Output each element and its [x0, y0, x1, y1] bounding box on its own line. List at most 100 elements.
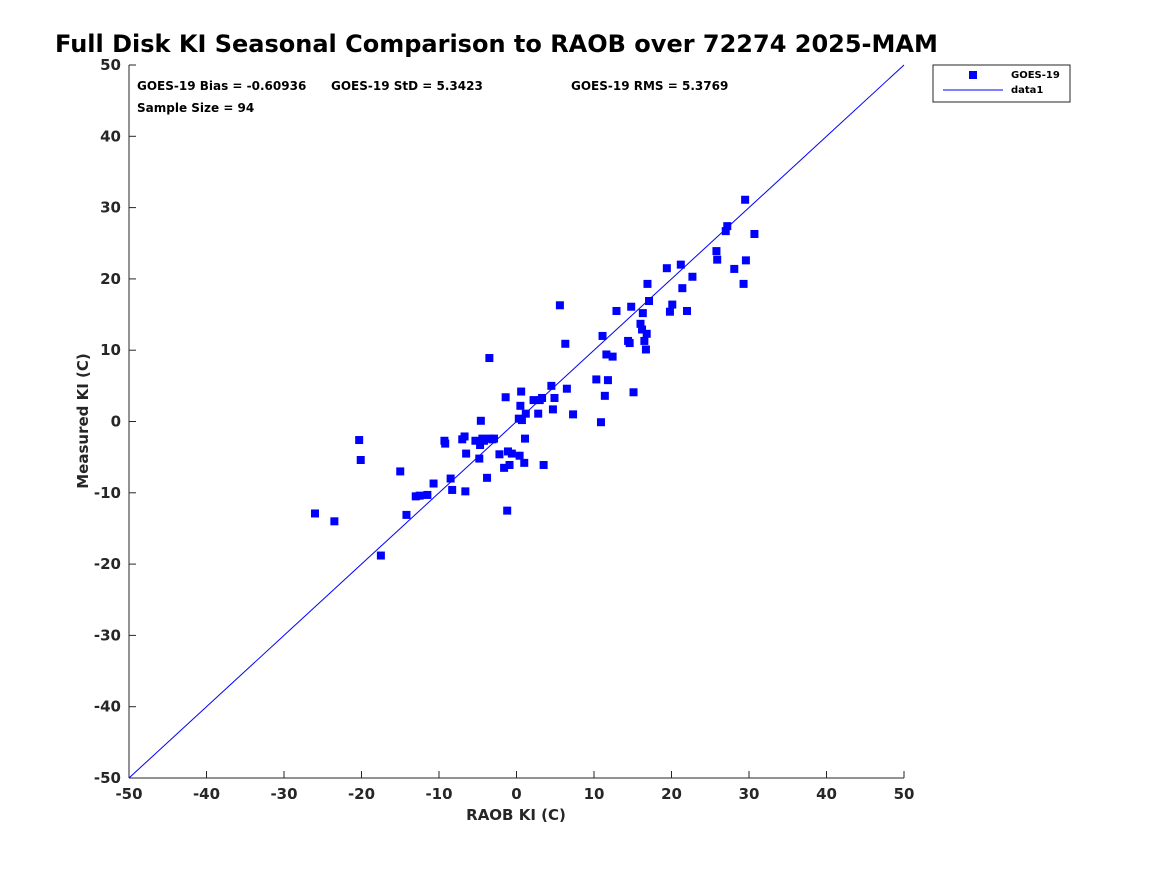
x-tick-label: 30 — [739, 785, 760, 803]
data-point — [739, 279, 748, 288]
data-point — [638, 325, 647, 334]
y-axis-label: Measured KI (C) — [74, 353, 92, 489]
y-tick-label: 10 — [100, 341, 121, 359]
data-point — [598, 331, 607, 340]
x-tick-label: 0 — [511, 785, 521, 803]
y-tick-label: -50 — [94, 769, 121, 787]
data-point — [521, 409, 530, 418]
data-point — [730, 264, 739, 273]
data-point — [641, 345, 650, 354]
data-point — [712, 247, 721, 256]
data-point — [688, 272, 697, 281]
data-point — [665, 307, 674, 316]
y-tick-label: 50 — [100, 56, 121, 74]
data-point — [713, 255, 722, 264]
data-point — [517, 387, 526, 396]
data-point — [534, 409, 543, 418]
data-point — [600, 391, 609, 400]
data-point — [355, 436, 364, 445]
data-point — [483, 473, 492, 482]
rms-stat: GOES-19 RMS = 5.3769 — [571, 79, 728, 93]
x-tick-label: -30 — [270, 785, 297, 803]
data-point — [495, 450, 504, 459]
data-point — [423, 490, 432, 499]
data-point — [515, 451, 524, 460]
data-point — [668, 300, 677, 309]
data-point — [643, 279, 652, 288]
data-point — [520, 458, 529, 467]
data-point — [636, 319, 645, 328]
data-point — [550, 393, 559, 402]
data-point — [500, 463, 509, 472]
y-tick-label: 30 — [100, 199, 121, 217]
data-point — [547, 381, 556, 390]
legend-label-data1: data1 — [1011, 85, 1043, 96]
data-point — [460, 432, 469, 441]
data-point — [475, 454, 484, 463]
data-point — [529, 396, 538, 405]
data-point — [612, 306, 621, 315]
data-point — [678, 284, 687, 293]
x-tick-label: -20 — [348, 785, 375, 803]
data-point — [507, 449, 516, 458]
data-point — [592, 375, 601, 384]
legend-marker-goes19 — [969, 71, 977, 79]
y-tick-label: -20 — [94, 555, 121, 573]
data-point — [638, 309, 647, 318]
data-point — [490, 434, 499, 443]
data-point — [645, 297, 654, 306]
data-point — [415, 491, 424, 500]
x-tick-label: 20 — [661, 785, 682, 803]
x-tick-label: -10 — [425, 785, 452, 803]
legend-label-goes19: GOES-19 — [1011, 70, 1060, 81]
x-tick-label: 40 — [816, 785, 837, 803]
data-point — [662, 264, 671, 273]
data-point — [741, 195, 750, 204]
x-axis-label: RAOB KI (C) — [466, 806, 566, 824]
data-point — [538, 393, 547, 402]
data-point — [330, 517, 339, 526]
y-tick-label: 0 — [111, 413, 121, 431]
data-point — [629, 388, 638, 397]
chart-title: Full Disk KI Seasonal Comparison to RAOB… — [55, 30, 938, 58]
x-tick-label: 10 — [584, 785, 605, 803]
data-point — [429, 479, 438, 488]
data-point — [640, 336, 649, 345]
y-tick-label: -40 — [94, 698, 121, 716]
data-point — [548, 405, 557, 414]
data-point — [311, 509, 319, 518]
data-point — [627, 302, 636, 311]
data-point — [741, 256, 750, 265]
data-point — [356, 456, 365, 465]
x-tick-label: -40 — [193, 785, 220, 803]
data-point — [676, 260, 685, 269]
data-point — [562, 384, 571, 393]
data-point — [448, 485, 457, 494]
data-point — [721, 227, 730, 236]
data-point — [461, 487, 470, 496]
data-point — [446, 474, 455, 483]
data-point — [396, 467, 405, 476]
data-point — [642, 329, 651, 338]
y-tick-label: 20 — [100, 270, 121, 288]
data-point — [555, 301, 564, 310]
data-point — [569, 410, 578, 419]
data-point — [602, 350, 611, 359]
scatter-points-layer — [311, 195, 759, 560]
data-point — [505, 460, 514, 469]
data-point — [501, 393, 510, 402]
data-point — [485, 354, 494, 363]
data-point — [471, 436, 480, 445]
legend: GOES-19 data1 — [932, 64, 1071, 103]
data-point — [517, 416, 526, 425]
y-tick-label: -10 — [94, 484, 121, 502]
x-tick-label: 50 — [894, 785, 915, 803]
x-tick-label: -50 — [115, 785, 142, 803]
data-point — [608, 352, 617, 361]
data-point — [516, 401, 525, 410]
sample-size-stat: Sample Size = 94 — [137, 101, 254, 115]
data-point — [603, 376, 612, 385]
bias-stat: GOES-19 Bias = -0.60936 — [137, 79, 306, 93]
data-point — [462, 449, 471, 458]
data-point — [479, 436, 488, 445]
